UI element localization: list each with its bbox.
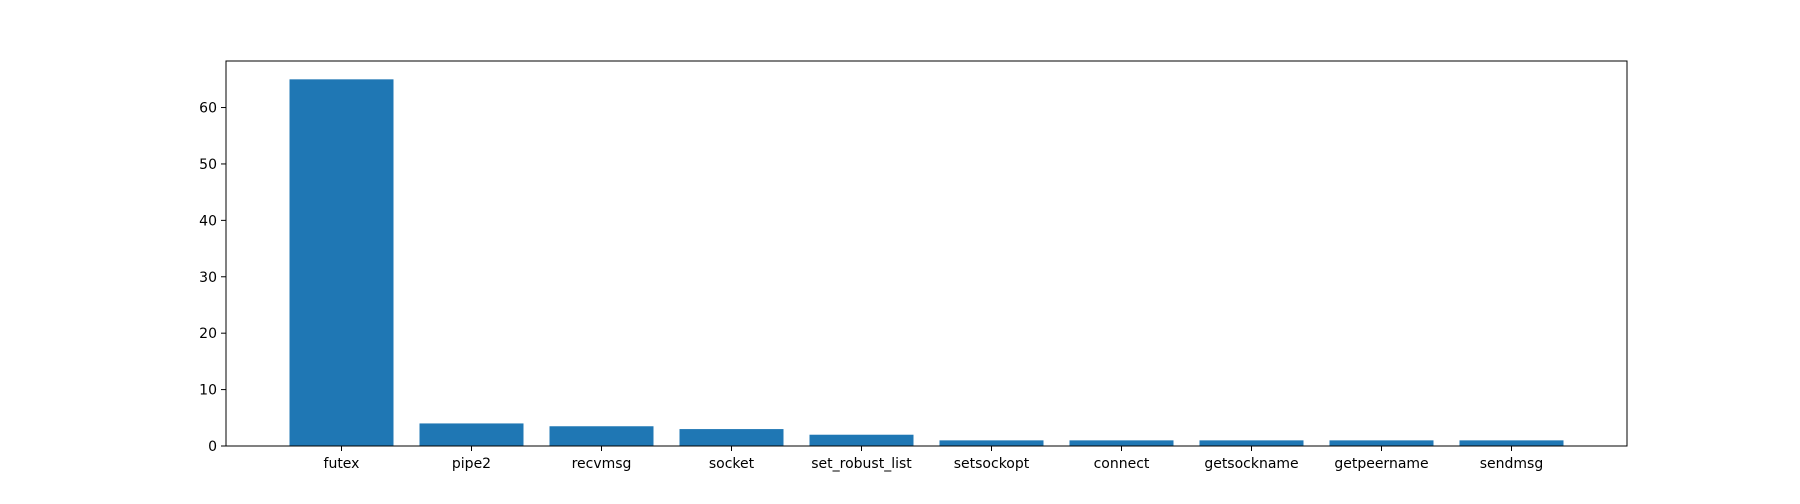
y-tick-label: 10 — [199, 383, 217, 399]
x-tick-label: getpeername — [1334, 456, 1428, 472]
x-tick-label: sendmsg — [1480, 456, 1544, 472]
x-tick-label: futex — [324, 456, 360, 472]
x-tick-label: set_robust_list — [811, 456, 912, 472]
x-tick-label: pipe2 — [452, 456, 491, 472]
y-axis: 0 10 20 30 40 50 60 — [199, 101, 226, 455]
y-tick-label: 0 — [208, 439, 217, 455]
y-tick-label: 60 — [199, 101, 217, 117]
x-axis: futex pipe2 recvmsg socket set_robust_list se… — [324, 446, 1544, 472]
bar-getpeername — [1329, 440, 1434, 446]
plot-frame — [225, 60, 1628, 447]
x-tick-label: recvmsg — [572, 456, 632, 472]
bar-recvmsg — [549, 426, 654, 446]
y-tick-label: 20 — [199, 326, 217, 342]
x-tick-label: getsockname — [1204, 456, 1298, 472]
bar-getsockname — [1199, 440, 1304, 446]
x-tick-label: setsockopt — [954, 456, 1030, 472]
bar-futex — [289, 79, 394, 446]
bars-layer — [289, 79, 1564, 446]
y-tick-label: 50 — [199, 157, 217, 173]
bar-setsockopt — [939, 440, 1044, 446]
bar-pipe2 — [419, 423, 524, 446]
y-tick-label: 30 — [199, 270, 217, 286]
x-tick-label: connect — [1094, 456, 1150, 472]
y-tick-label: 40 — [199, 213, 217, 229]
bar-sendmsg — [1459, 440, 1564, 446]
bar-socket — [679, 429, 784, 446]
x-tick-label: socket — [709, 456, 755, 472]
bar-connect — [1069, 440, 1174, 446]
bar-set-robust-list — [809, 434, 914, 446]
